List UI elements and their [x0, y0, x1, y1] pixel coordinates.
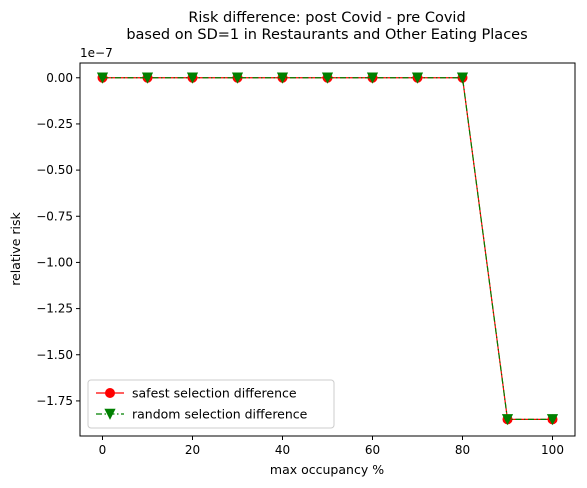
x-tick-label: 80: [455, 443, 470, 457]
series-line-1: [102, 77, 553, 420]
x-tick-label: 40: [275, 443, 290, 457]
x-tick-label: 60: [365, 443, 380, 457]
data-point-2: [411, 72, 424, 84]
legend-label-1: safest selection difference: [132, 386, 297, 401]
legend-label-2: random selection difference: [132, 407, 308, 422]
legend: safest selection difference random select…: [87, 379, 335, 429]
y-tick-label: −1.50: [36, 348, 73, 362]
chart-subtitle: based on SD=1 in Restaurants and Other E…: [126, 27, 527, 43]
plot-area: [96, 72, 559, 426]
y-tick-label: 0.00: [46, 71, 73, 85]
y-tick-label: −0.75: [36, 209, 73, 223]
y-tick-label: −0.25: [36, 117, 73, 131]
axis-ticks: 0 20 40 60 80 100 0.00 −0.25 −0.50 −0.75 −1.00 −1.2…: [36, 71, 564, 457]
data-point-2: [366, 72, 379, 84]
legend-marker-2: [104, 408, 116, 420]
y-tick-label: −1.00: [36, 255, 73, 269]
legend-box: [87, 379, 335, 429]
chart-title: Risk difference: post Covid - pre Covid: [188, 10, 465, 26]
data-point-2: [501, 414, 514, 426]
plot-frame: [79, 62, 576, 437]
data-point-2: [141, 72, 154, 84]
data-point-2: [456, 72, 469, 84]
legend-marker-1: [105, 388, 115, 398]
y-tick-label: −1.25: [36, 302, 73, 316]
x-tick-label: 100: [541, 443, 564, 457]
data-point-2: [96, 72, 109, 84]
x-axis-label: max occupancy %: [270, 462, 384, 477]
y-offset-label: 1e−7: [80, 46, 113, 60]
data-point-2: [546, 414, 559, 426]
data-point-2: [186, 72, 199, 84]
data-point-2: [231, 72, 244, 84]
y-axis-label: relative risk: [8, 212, 23, 286]
x-tick-label: 0: [99, 443, 107, 457]
x-tick-label: 20: [185, 443, 200, 457]
data-point-2: [276, 72, 289, 84]
y-tick-label: −0.50: [36, 163, 73, 177]
y-tick-label: −1.75: [36, 394, 73, 408]
data-point-2: [321, 72, 334, 84]
